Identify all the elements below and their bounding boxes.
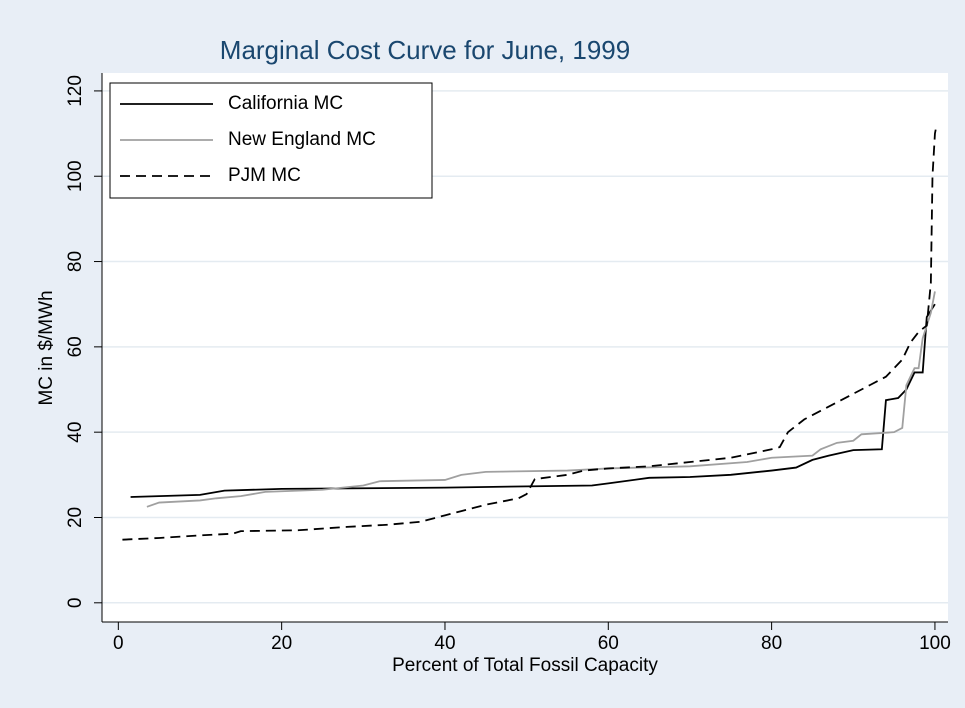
x-tick-label: 0 <box>113 633 124 654</box>
y-tick-label: 80 <box>65 251 86 272</box>
y-tick-label: 40 <box>65 422 86 443</box>
x-tick-label: 100 <box>919 633 951 654</box>
legend-label: PJM MC <box>228 165 301 186</box>
series-line <box>146 291 936 508</box>
series-line <box>122 124 938 541</box>
x-axis-label: Percent of Total Fossil Capacity <box>392 655 658 676</box>
x-tick-label: 20 <box>271 633 292 654</box>
y-tick-label: 20 <box>65 507 86 528</box>
chart-title: Marginal Cost Curve for June, 1999 <box>220 35 630 65</box>
legend-label: California MC <box>228 93 343 114</box>
x-tick-label: 40 <box>434 633 455 654</box>
series-line <box>130 303 936 498</box>
y-tick-label: 120 <box>65 75 86 107</box>
legend-label: New England MC <box>228 129 376 150</box>
y-tick-label: 100 <box>65 160 86 192</box>
y-tick-label: 0 <box>65 598 86 609</box>
y-axis-label: MC in $/MWh <box>36 290 57 405</box>
x-tick-label: 60 <box>598 633 619 654</box>
x-tick-label: 80 <box>761 633 782 654</box>
y-tick-label: 60 <box>65 336 86 357</box>
